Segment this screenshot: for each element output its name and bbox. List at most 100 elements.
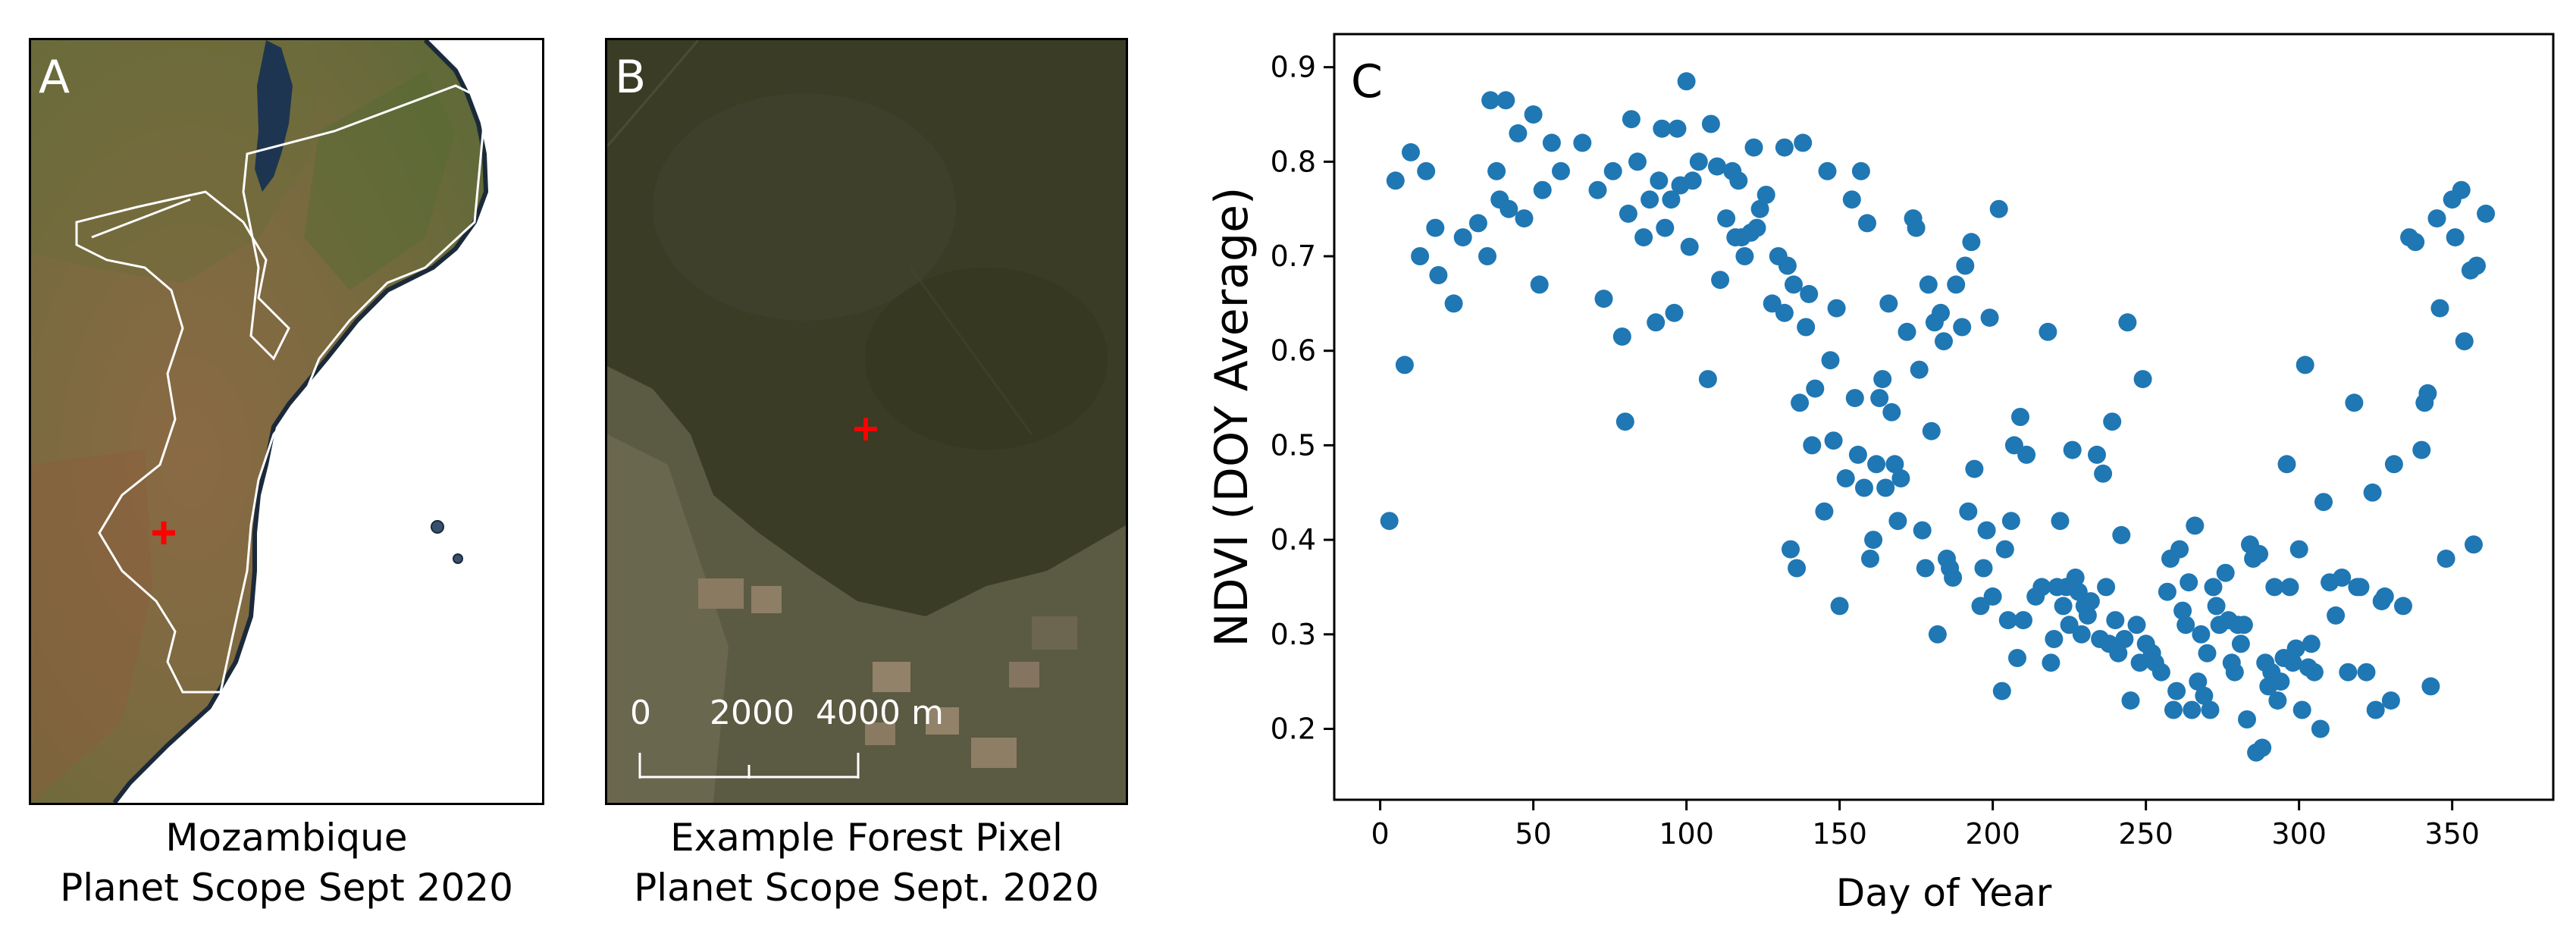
- data-point-16: [1500, 199, 1518, 218]
- caption-panel-a: Mozambique Planet Scope Sept 2020: [29, 813, 544, 913]
- x-axis-label: Day of Year: [1836, 871, 2052, 915]
- data-point-75: [1806, 379, 1825, 398]
- x-tick-label-250: 250: [2118, 817, 2173, 851]
- data-point-119: [1962, 233, 1981, 252]
- data-point-17: [1509, 124, 1528, 143]
- data-point-251: [2465, 535, 2483, 554]
- data-point-158: [2103, 412, 2122, 431]
- data-point-10: [1468, 214, 1487, 233]
- data-point-35: [1647, 313, 1666, 332]
- caption-panel-b: Example Forest Pixel Planet Scope Sept. …: [605, 813, 1128, 913]
- y-tick-label-0.5: 0.5: [1271, 428, 1316, 462]
- data-point-109: [1928, 625, 1947, 644]
- data-point-235: [2384, 455, 2403, 474]
- data-point-15: [1496, 91, 1515, 110]
- data-point-58: [1744, 138, 1763, 157]
- data-point-96: [1882, 403, 1901, 421]
- data-point-195: [2231, 634, 2250, 653]
- data-point-47: [1698, 370, 1717, 389]
- data-point-146: [2063, 440, 2082, 459]
- data-point-19: [1524, 105, 1543, 124]
- data-point-79: [1824, 431, 1843, 450]
- mozambique-map: [31, 40, 542, 803]
- data-point-118: [1959, 502, 1978, 521]
- data-point-60: [1750, 199, 1769, 218]
- data-point-171: [2151, 663, 2170, 682]
- data-point-207: [2268, 691, 2287, 710]
- location-marker-icon: [152, 522, 175, 544]
- data-point-48: [1701, 114, 1720, 133]
- data-point-117: [1956, 256, 1975, 275]
- data-point-122: [1974, 559, 1993, 578]
- data-point-36: [1650, 171, 1669, 190]
- data-point-9: [1453, 228, 1472, 247]
- scale-label-4000: 4000 m: [816, 694, 944, 732]
- caption-a-line1: Mozambique: [165, 816, 408, 860]
- data-point-242: [2421, 677, 2440, 696]
- data-point-193: [2225, 663, 2244, 682]
- data-point-23: [1552, 161, 1570, 180]
- data-point-69: [1788, 559, 1807, 578]
- data-point-59: [1747, 218, 1766, 237]
- data-point-22: [1542, 133, 1561, 152]
- pixel-marker-icon: [854, 418, 877, 440]
- data-point-80: [1827, 299, 1846, 318]
- data-point-226: [2345, 393, 2364, 412]
- data-point-140: [2045, 630, 2064, 648]
- data-point-125: [1983, 587, 2002, 606]
- data-point-74: [1803, 436, 1822, 455]
- data-point-159: [2106, 611, 2125, 630]
- y-tick-label-0.6: 0.6: [1271, 334, 1316, 368]
- data-point-172: [2158, 582, 2176, 601]
- caption-b-line1: Example Forest Pixel: [670, 816, 1063, 860]
- data-point-202: [2253, 738, 2272, 757]
- data-point-231: [2366, 700, 2385, 719]
- data-point-244: [2430, 299, 2449, 318]
- data-point-37: [1653, 119, 1672, 138]
- data-point-65: [1775, 138, 1794, 157]
- data-point-165: [2127, 616, 2146, 634]
- data-point-153: [2088, 445, 2106, 464]
- data-point-0: [1380, 512, 1399, 531]
- data-point-78: [1821, 351, 1840, 370]
- data-point-43: [1677, 72, 1696, 91]
- data-point-224: [2333, 569, 2352, 587]
- map-panel-mozambique: A: [29, 38, 544, 805]
- data-point-100: [1898, 322, 1916, 341]
- map-panel-forest-pixel: B 0 2000 4000 m: [605, 38, 1128, 805]
- data-point-87: [1855, 478, 1873, 497]
- data-point-137: [2032, 578, 2051, 597]
- data-point-99: [1891, 469, 1910, 487]
- data-point-187: [2204, 578, 2223, 597]
- data-point-179: [2180, 573, 2198, 592]
- x-tick-label-150: 150: [1812, 817, 1867, 851]
- x-tick-label-200: 200: [1965, 817, 2020, 851]
- data-point-247: [2446, 228, 2465, 247]
- data-point-128: [1995, 540, 2014, 559]
- data-point-54: [1729, 171, 1748, 190]
- data-point-39: [1662, 190, 1681, 209]
- data-point-38: [1656, 218, 1675, 237]
- y-tick-label-0.2: 0.2: [1271, 712, 1316, 745]
- data-point-12: [1481, 91, 1500, 110]
- ndvi-scatter-chart: 0 50 100 150 200 250 300 350 0.2 0.3 0.4 0.5 0.6 0.7…: [1205, 33, 2555, 915]
- data-point-103: [1910, 360, 1929, 379]
- data-point-225: [2339, 663, 2358, 682]
- x-tick-label-350: 350: [2424, 817, 2480, 851]
- data-point-29: [1615, 412, 1634, 431]
- lake-malawi: [255, 40, 293, 192]
- data-point-166: [2130, 653, 2149, 672]
- scale-label-0: 0: [630, 694, 651, 732]
- data-point-181: [2186, 516, 2205, 535]
- y-tick-label-0.4: 0.4: [1271, 523, 1316, 556]
- data-point-176: [2170, 540, 2189, 559]
- data-point-1: [1386, 171, 1405, 190]
- data-point-51: [1717, 209, 1736, 228]
- data-point-248: [2452, 180, 2471, 199]
- data-point-40: [1665, 303, 1684, 322]
- forest-imagery: [607, 40, 1126, 803]
- data-point-177: [2173, 601, 2192, 620]
- data-point-70: [1791, 393, 1810, 412]
- data-point-89: [1861, 550, 1879, 568]
- data-point-174: [2164, 700, 2183, 719]
